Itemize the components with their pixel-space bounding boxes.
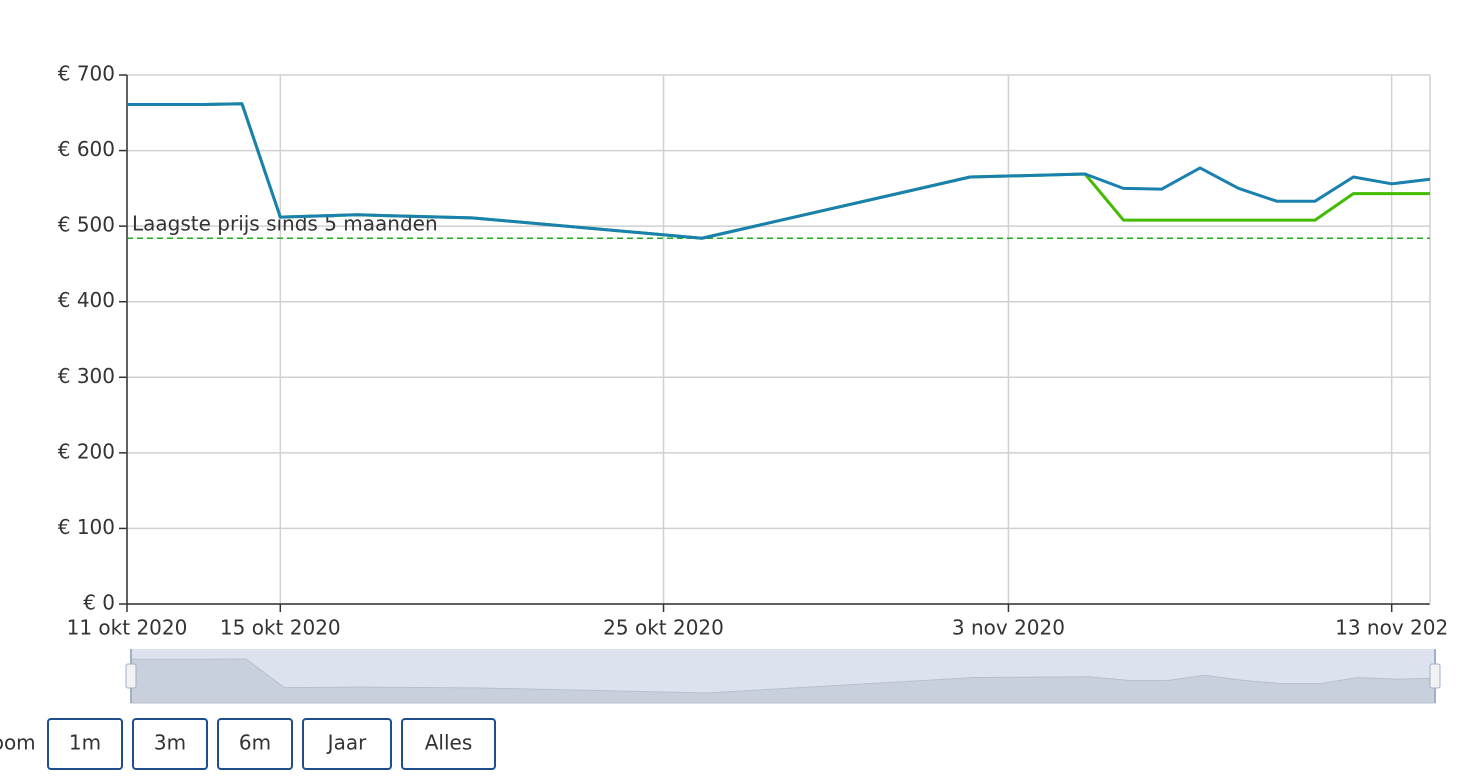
- zoom-button-label[interactable]: 1m: [69, 731, 101, 755]
- x-tick-label: 11 okt 2020: [67, 616, 188, 640]
- y-tick-label: € 100: [58, 515, 115, 539]
- y-tick-label: € 0: [83, 591, 115, 615]
- y-tick-label: € 300: [58, 364, 115, 388]
- x-tick-label: 15 okt 2020: [220, 616, 341, 640]
- x-tick-label: 13 nov 202: [1335, 616, 1448, 640]
- y-tick-label: € 600: [58, 137, 115, 161]
- price-line: [127, 102, 1431, 240]
- y-tick-label: € 700: [58, 62, 115, 86]
- y-tick-label: € 500: [58, 213, 115, 237]
- zoom-button[interactable]: [132, 718, 208, 770]
- zoom-button[interactable]: [217, 718, 293, 770]
- y-tick-label: € 400: [58, 288, 115, 312]
- y-tick-label: € 200: [58, 439, 115, 463]
- zoom-button-label[interactable]: 6m: [239, 731, 271, 755]
- zoom-button[interactable]: [302, 718, 392, 770]
- zoom-label: Zoom: [0, 731, 36, 755]
- navigator-handle[interactable]: [1429, 663, 1441, 689]
- zoom-button-label[interactable]: Jaar: [326, 731, 367, 755]
- zoom-button-label[interactable]: 3m: [154, 731, 186, 755]
- navigator-area: [130, 658, 1436, 704]
- zoom-button-label[interactable]: Alles: [425, 731, 473, 755]
- x-tick-label: 25 okt 2020: [603, 616, 724, 640]
- zoom-button[interactable]: [47, 718, 123, 770]
- navigator-handle[interactable]: [125, 663, 137, 689]
- x-tick-label: 3 nov 2020: [952, 616, 1065, 640]
- zoom-button[interactable]: [401, 718, 496, 770]
